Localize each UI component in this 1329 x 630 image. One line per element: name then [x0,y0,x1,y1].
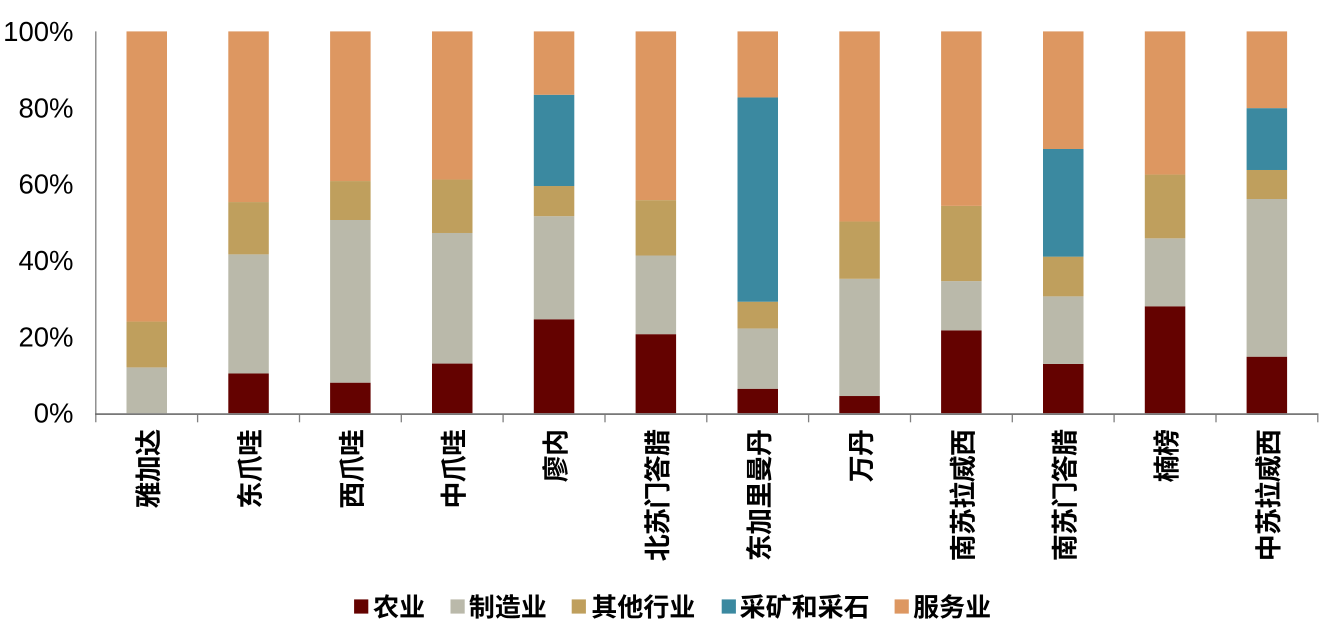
svg-text:40%: 40% [18,245,73,276]
svg-text:80%: 80% [18,92,73,123]
svg-text:20%: 20% [18,321,73,352]
svg-text:100%: 100% [3,16,73,47]
svg-text:60%: 60% [18,169,73,200]
svg-text:0%: 0% [34,398,74,429]
